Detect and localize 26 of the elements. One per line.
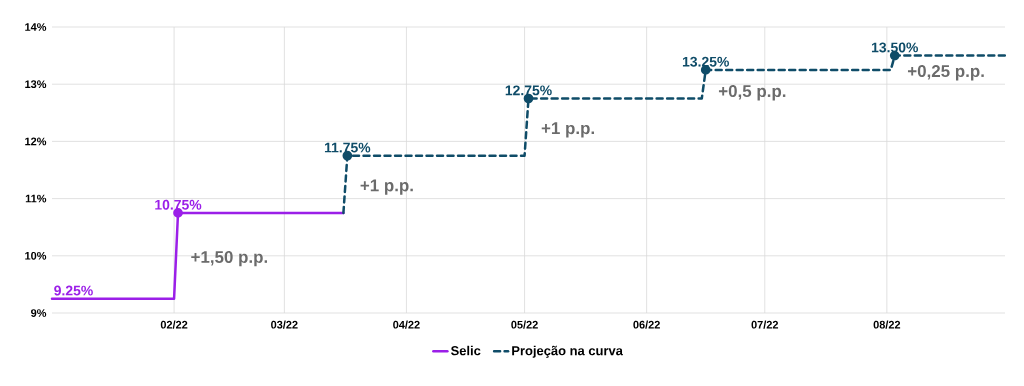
annotation: +1 p.p. [541,122,594,138]
annotation: +0,5 p.p. [718,85,786,101]
y-tick-label: 9% [31,309,47,317]
x-tick-label: 04/22 [393,320,420,329]
annotation: +0,25 p.p. [907,65,984,81]
annotation: +1 p.p. [360,179,413,195]
legend-label: Selic [450,345,481,356]
y-tick-label: 11% [25,194,47,203]
data-label: 13.50% [871,42,919,53]
legend-label: Projeção na curva [512,345,623,358]
data-label: 11.75% [324,142,371,153]
y-tick-label: 13% [25,80,47,89]
y-tick-label: 14% [25,23,47,31]
x-tick-label: 05/22 [511,320,538,329]
x-tick-label: 06/22 [633,320,660,329]
data-label: 12.75% [505,85,552,96]
data-label: 13.25% [682,56,729,67]
annotation: +1,50 p.p. [191,250,268,267]
x-tick-label: 08/22 [873,320,901,329]
x-tick-label: 07/22 [751,320,779,329]
data-label: 9.25% [54,285,93,296]
data-label: 10.75% [155,199,202,210]
y-tick-label: 10% [25,251,47,260]
x-tick-label: 03/22 [271,320,298,329]
x-tick-label: 02/22 [160,320,188,329]
y-tick-label: 12% [25,137,47,146]
